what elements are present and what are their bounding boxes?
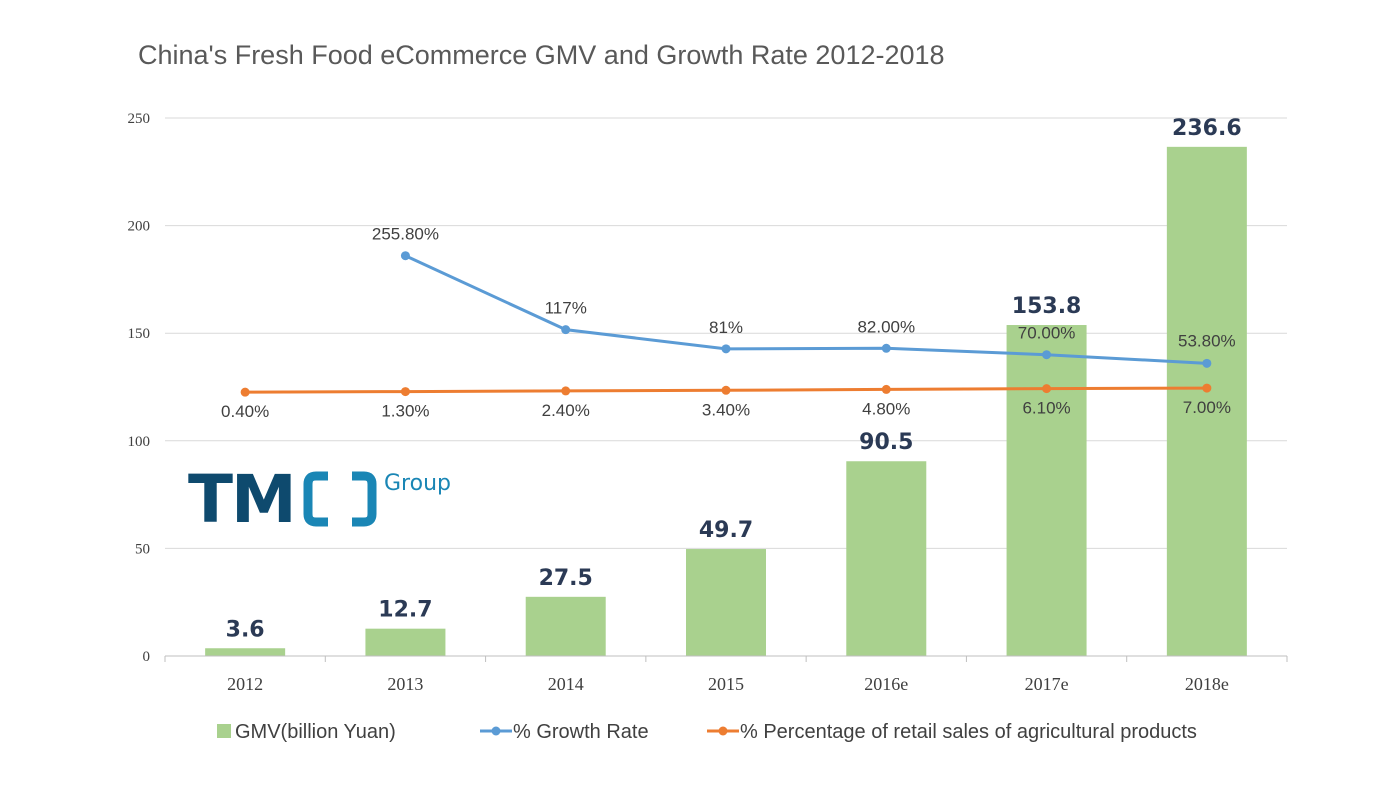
bar-value-label: 27.5 bbox=[539, 566, 593, 591]
bar-value-label: 12.7 bbox=[378, 598, 432, 623]
retail-share-point bbox=[881, 384, 891, 394]
growth-rate-point bbox=[400, 251, 410, 261]
line-series bbox=[240, 251, 1212, 397]
y-tick-label: 250 bbox=[128, 111, 151, 127]
bar bbox=[365, 628, 446, 656]
growth-rate-label: 82.00% bbox=[857, 317, 915, 336]
growth-rate-point bbox=[561, 325, 571, 335]
growth-rate-label: 70.00% bbox=[1018, 324, 1076, 343]
retail-share-point bbox=[561, 386, 571, 396]
legend: GMV(billion Yuan) % Growth Rate % Percenta… bbox=[217, 721, 1197, 743]
x-tick-label: 2015 bbox=[708, 674, 744, 694]
x-tick-label: 2014 bbox=[548, 674, 584, 694]
retail-share-point bbox=[721, 385, 731, 395]
bar bbox=[686, 549, 766, 656]
retail-share-label: 2.40% bbox=[542, 401, 590, 420]
growth-rate-point bbox=[881, 343, 891, 353]
growth-rate-line bbox=[404, 254, 1207, 365]
bar bbox=[205, 648, 286, 656]
retail-share-label: 3.40% bbox=[702, 400, 750, 419]
growth-rate-label: 53.80% bbox=[1178, 331, 1236, 350]
retail-share-point bbox=[1202, 383, 1212, 393]
growth-rate-label: 81% bbox=[709, 318, 743, 337]
y-tick-label: 150 bbox=[128, 326, 151, 342]
x-tick-label: 2013 bbox=[387, 674, 423, 694]
bar bbox=[525, 596, 606, 656]
y-tick-label: 100 bbox=[128, 434, 151, 450]
logo-bracket-left bbox=[303, 471, 328, 527]
bar-value-label: 153.8 bbox=[1012, 294, 1082, 319]
retail-share-point bbox=[400, 387, 410, 397]
growth-rate-label: 255.80% bbox=[372, 225, 439, 244]
tmo-group-logo: TM Group bbox=[188, 461, 451, 538]
legend-growth-label: % Growth Rate bbox=[513, 721, 649, 743]
growth-rate-point bbox=[1202, 358, 1212, 368]
retail-share-label: 7.00% bbox=[1183, 398, 1231, 417]
retail-share-point bbox=[1042, 384, 1052, 394]
growth-rate-point bbox=[1042, 350, 1052, 360]
growth-rate-label: 117% bbox=[545, 299, 587, 318]
bar-value-label: 3.6 bbox=[226, 617, 265, 642]
retail-share-label: 0.40% bbox=[221, 402, 269, 421]
bar bbox=[1006, 325, 1087, 656]
y-tick-label: 50 bbox=[135, 541, 150, 557]
grid: 0 50 100 150 200 250 bbox=[128, 111, 1287, 665]
logo-subtext: Group bbox=[384, 471, 451, 496]
legend-gmv-swatch bbox=[217, 724, 231, 738]
retail-share-point bbox=[240, 387, 250, 397]
y-tick-label: 0 bbox=[143, 649, 151, 665]
logo-bracket-right bbox=[352, 471, 377, 527]
x-tick-label: 2017e bbox=[1025, 674, 1069, 694]
bar bbox=[846, 461, 927, 656]
bar-series bbox=[205, 146, 1247, 657]
logo-text: TM bbox=[188, 461, 295, 538]
retail-share-label: 4.80% bbox=[862, 399, 910, 418]
x-tick-label: 2018e bbox=[1185, 674, 1229, 694]
retail-share-label: 6.10% bbox=[1022, 399, 1070, 418]
bar-value-label: 49.7 bbox=[699, 518, 753, 543]
retail-share-label: 1.30% bbox=[381, 402, 429, 421]
y-tick-label: 200 bbox=[128, 219, 151, 235]
legend-share-label: % Percentage of retail sales of agricult… bbox=[740, 721, 1197, 743]
bar-value-label: 236.6 bbox=[1172, 116, 1242, 141]
chart-title: China's Fresh Food eCommerce GMV and Gro… bbox=[138, 40, 945, 70]
x-tick-label: 2012 bbox=[227, 674, 263, 694]
data-labels: 3.6 12.7 27.5 49.7 90.5 153.8 236.6 255.80% 117%… bbox=[221, 116, 1242, 642]
legend-share-marker bbox=[718, 726, 728, 736]
bar bbox=[1166, 146, 1247, 657]
legend-growth-marker bbox=[491, 726, 501, 736]
growth-rate-point bbox=[721, 344, 731, 354]
x-axis: 2012 2013 2014 2015 2016e 2017e 2018e bbox=[164, 655, 1288, 694]
legend-gmv-label: GMV(billion Yuan) bbox=[235, 721, 396, 743]
bar-value-label: 90.5 bbox=[859, 430, 913, 455]
x-tick-label: 2016e bbox=[864, 674, 908, 694]
